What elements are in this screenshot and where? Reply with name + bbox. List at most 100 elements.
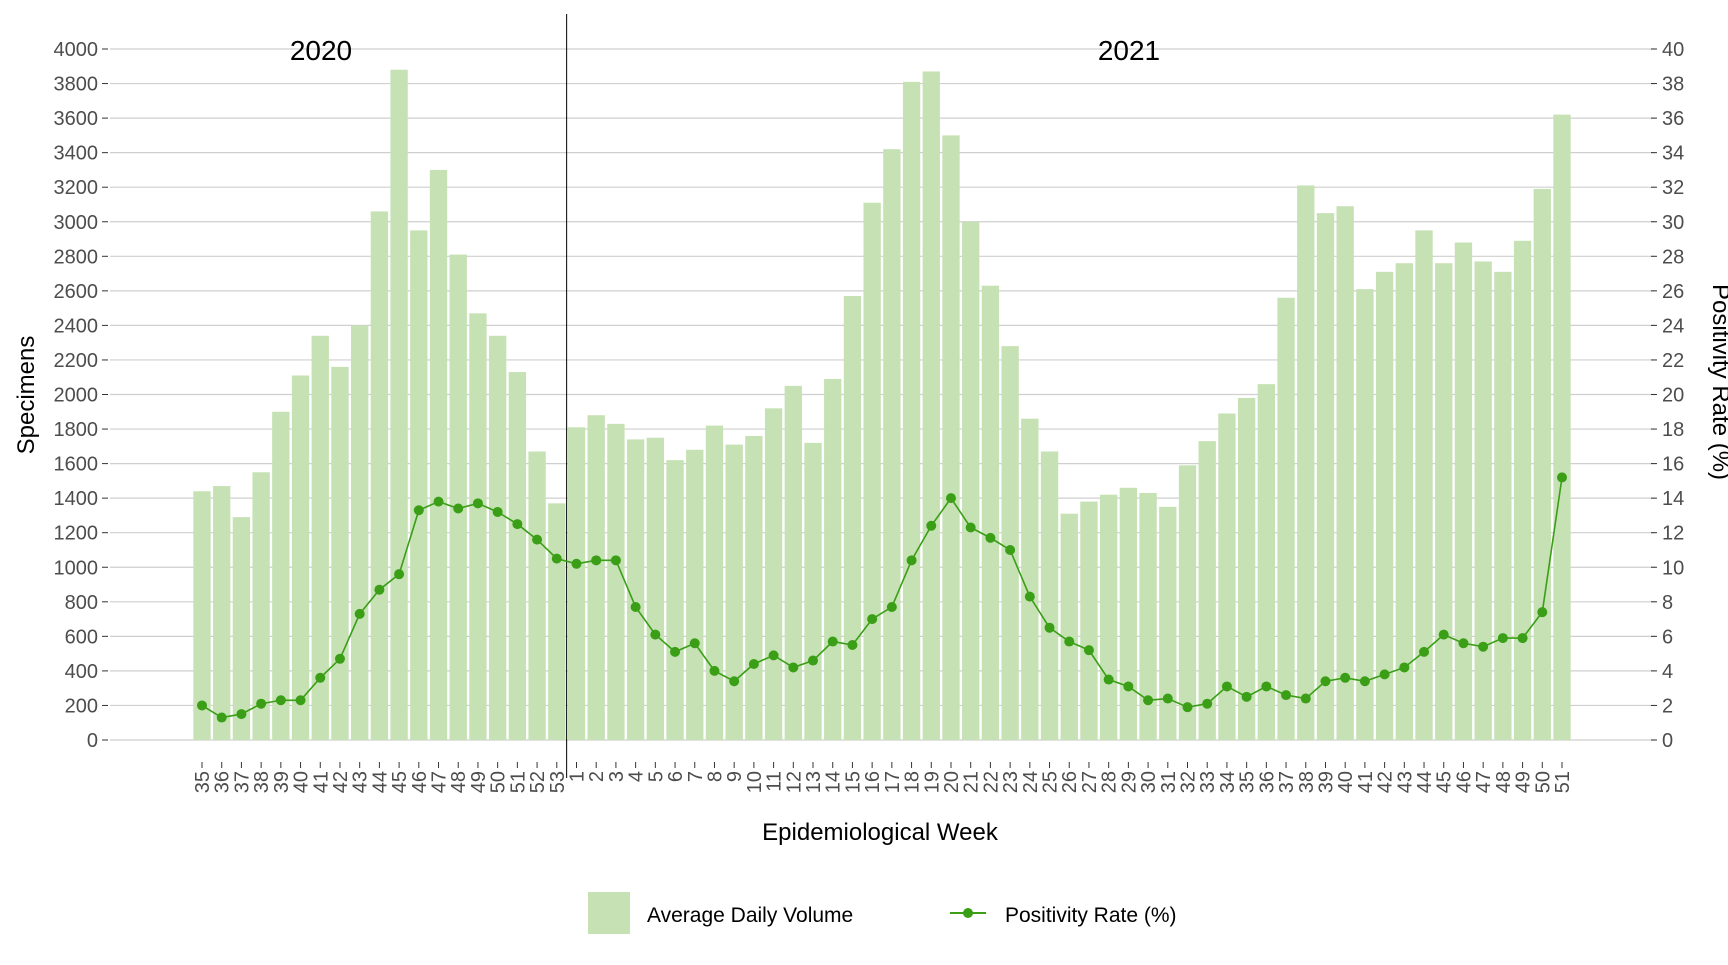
y-tick-label-left: 2000 <box>54 385 99 407</box>
x-tick-label: 40 <box>1335 771 1357 793</box>
bar-average-daily-volume <box>1218 413 1236 740</box>
positivity-rate-point <box>808 655 819 666</box>
positivity-rate-point <box>453 503 464 514</box>
x-tick-label: 4 <box>626 771 648 782</box>
y-tick-label-left: 1000 <box>54 557 99 579</box>
y-tick-label-left: 1400 <box>54 488 99 510</box>
positivity-rate-point <box>1123 681 1134 692</box>
x-tick-label: 3 <box>606 771 628 782</box>
y-tick-label-right: 8 <box>1662 592 1673 614</box>
positivity-rate-point <box>492 506 503 517</box>
x-tick-label: 14 <box>823 771 845 793</box>
bar-average-daily-volume <box>1513 240 1532 740</box>
x-tick-label: 8 <box>704 771 726 782</box>
positivity-rate-point <box>886 601 897 612</box>
bar-average-daily-volume <box>488 335 507 740</box>
positivity-rate-point <box>709 665 720 676</box>
x-tick-label: 43 <box>350 771 372 793</box>
positivity-rate-point <box>1162 693 1173 704</box>
bar-average-daily-volume <box>548 503 566 740</box>
bar-average-daily-volume <box>1159 506 1177 740</box>
positivity-rate-point <box>965 522 976 533</box>
y-axis-title-left: Specimens <box>13 336 40 455</box>
bar-average-daily-volume <box>981 285 1000 740</box>
bar-average-daily-volume <box>1454 242 1473 741</box>
bar-average-daily-volume <box>1395 263 1413 740</box>
positivity-rate-point <box>729 676 740 687</box>
positivity-rate-point <box>689 638 700 649</box>
bar-average-daily-volume <box>607 423 625 740</box>
x-tick-label: 31 <box>1158 771 1180 793</box>
positivity-rate-point <box>827 636 838 647</box>
x-tick-label: 46 <box>409 771 431 793</box>
x-tick-label: 24 <box>1020 771 1042 793</box>
x-tick-label: 6 <box>665 771 687 782</box>
x-axis-title: Epidemiological Week <box>762 819 999 846</box>
positivity-rate-point <box>334 653 345 664</box>
legend-label-volume: Average Daily Volume <box>647 904 853 927</box>
positivity-rate-point <box>1537 607 1548 618</box>
x-tick-label: 34 <box>1217 771 1239 793</box>
bar-average-daily-volume <box>863 202 881 740</box>
bar-average-daily-volume <box>804 442 822 740</box>
x-tick-label: 37 <box>1276 771 1298 793</box>
positivity-rate-point <box>1241 691 1252 702</box>
y-tick-label-right: 26 <box>1662 281 1684 303</box>
x-tick-label: 39 <box>1315 771 1337 793</box>
x-tick-label: 13 <box>803 771 825 793</box>
positivity-rate-point <box>650 629 661 640</box>
positivity-line <box>197 472 1567 723</box>
positivity-rate-point <box>1478 641 1489 652</box>
positivity-rate-point <box>1419 646 1430 657</box>
x-tick-label: 11 <box>764 771 786 792</box>
bar-average-daily-volume <box>902 81 921 740</box>
x-tick-label: 16 <box>862 771 884 793</box>
positivity-rate-point <box>945 493 956 504</box>
bar-average-daily-volume <box>1001 346 1019 740</box>
x-tick-label: 42 <box>1375 771 1397 793</box>
legend-swatch-positivity-marker <box>963 908 973 918</box>
bar-average-daily-volume <box>962 221 980 740</box>
x-tick-label: 39 <box>271 771 293 793</box>
positivity-rate-point <box>610 555 621 566</box>
bar-average-daily-volume <box>1198 441 1216 740</box>
y-tick-label-left: 800 <box>65 592 98 614</box>
positivity-rate-point <box>1399 662 1410 673</box>
bar-average-daily-volume <box>922 71 940 740</box>
positivity-rate-point <box>571 558 582 569</box>
legend-swatch-volume <box>588 892 630 934</box>
positivity-rate-point <box>1281 690 1292 701</box>
y-tick-label-right: 38 <box>1662 74 1684 96</box>
bar-average-daily-volume <box>626 439 645 740</box>
bar-average-daily-volume <box>1237 397 1256 740</box>
y-tick-label-left: 2800 <box>54 246 99 268</box>
y-tick-label-left: 200 <box>65 695 98 717</box>
y-tick-label-right: 12 <box>1662 523 1684 545</box>
positivity-rate-point <box>1458 638 1469 649</box>
bar-average-daily-volume <box>508 372 527 740</box>
bar-average-daily-volume <box>1297 185 1315 740</box>
positivity-rate-point <box>413 505 424 516</box>
bar-average-daily-volume <box>1415 230 1433 740</box>
positivity-rate-point <box>1005 544 1016 555</box>
y-tick-label-right: 30 <box>1662 212 1684 234</box>
positivity-rate-point <box>1202 698 1213 709</box>
positivity-rate-point <box>768 650 779 661</box>
positivity-rate-point <box>1044 622 1055 633</box>
x-tick-label: 45 <box>389 771 411 793</box>
positivity-rate-point <box>1320 676 1331 687</box>
bar-average-daily-volume <box>1435 263 1453 740</box>
positivity-rate-point <box>1379 669 1390 680</box>
bar-average-daily-volume <box>686 449 704 740</box>
x-tick-label: 49 <box>1513 771 1535 793</box>
bar-average-daily-volume <box>666 460 684 740</box>
legend-label-positivity: Positivity Rate (%) <box>1005 904 1177 927</box>
x-tick-label: 49 <box>468 771 490 793</box>
positivity-rate-point <box>1497 633 1508 644</box>
bar-average-daily-volume <box>232 517 251 740</box>
bar-average-daily-volume <box>1040 451 1059 740</box>
x-tick-label: 33 <box>1197 771 1219 793</box>
x-axis: 3536373839404142434445464748495051525312… <box>192 762 1574 793</box>
bar-average-daily-volume <box>883 149 901 740</box>
bar-average-daily-volume <box>429 169 448 741</box>
